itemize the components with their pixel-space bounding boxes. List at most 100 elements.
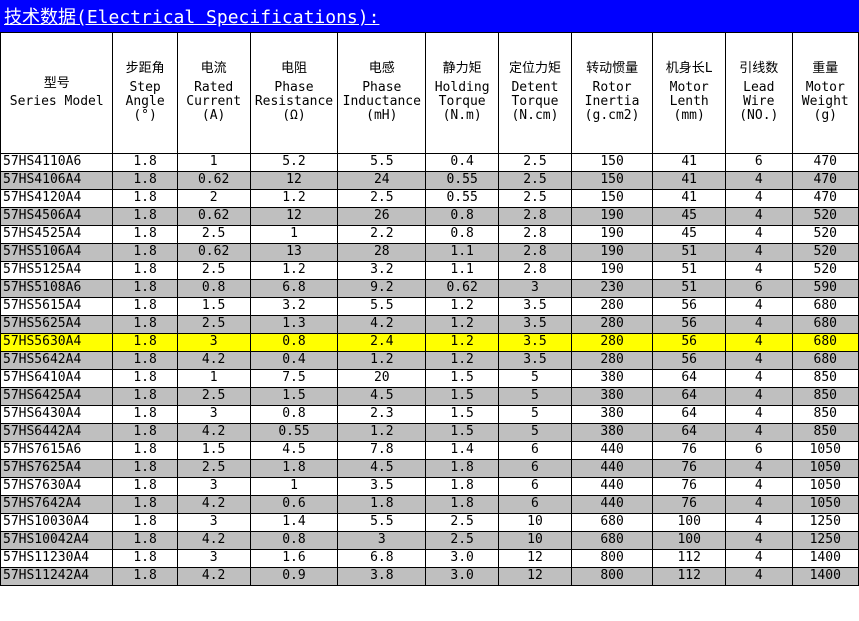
col-header-cn: 转动惯量 <box>574 62 650 76</box>
cell: 7.8 <box>338 442 426 460</box>
cell: 2.2 <box>338 226 426 244</box>
cell: 6.8 <box>250 280 338 298</box>
col-header-en: Phase Resistance (Ω) <box>253 81 336 124</box>
cell: 4.2 <box>177 532 250 550</box>
col-header-4: 电感Phase Inductance (mH) <box>338 33 426 154</box>
cell: 2.5 <box>426 514 499 532</box>
cell: 4 <box>726 460 792 478</box>
cell: 6 <box>499 496 572 514</box>
col-header-9: 引线数 Lead Wire (NO.) <box>726 33 792 154</box>
cell: 0.8 <box>177 280 250 298</box>
cell: 57HS7625A4 <box>1 460 113 478</box>
cell: 57HS4120A4 <box>1 190 113 208</box>
col-header-cn: 电感 <box>340 62 423 76</box>
cell: 150 <box>571 172 652 190</box>
cell: 57HS5630A4 <box>1 334 113 352</box>
cell: 1.8 <box>113 406 177 424</box>
table-row: 57HS5108A61.80.86.89.20.623230516590 <box>1 280 859 298</box>
cell: 3 <box>499 280 572 298</box>
cell: 1.5 <box>250 388 338 406</box>
cell: 41 <box>653 172 726 190</box>
cell: 64 <box>653 388 726 406</box>
cell: 57HS5615A4 <box>1 298 113 316</box>
cell: 1.2 <box>338 424 426 442</box>
table-body: 57HS4110A61.815.25.50.42.515041647057HS4… <box>1 154 859 586</box>
cell: 57HS5625A4 <box>1 316 113 334</box>
cell: 1 <box>250 226 338 244</box>
cell: 2.5 <box>177 316 250 334</box>
cell: 100 <box>653 532 726 550</box>
cell: 57HS4106A4 <box>1 172 113 190</box>
cell: 680 <box>792 298 858 316</box>
col-header-en: Lead Wire (NO.) <box>728 81 789 124</box>
table-row: 57HS5625A41.82.51.34.21.23.5280564680 <box>1 316 859 334</box>
cell: 4 <box>726 172 792 190</box>
cell: 3 <box>177 406 250 424</box>
spec-table: 型号Series Model步距角Step Angle (°)电流Rated C… <box>0 32 859 586</box>
col-header-en: Rotor Inertia (g.cm2) <box>574 81 650 124</box>
cell: 56 <box>653 316 726 334</box>
cell: 10 <box>499 532 572 550</box>
cell: 12 <box>250 208 338 226</box>
cell: 5 <box>499 424 572 442</box>
table-row: 57HS7625A41.82.51.84.51.864407641050 <box>1 460 859 478</box>
cell: 4 <box>726 370 792 388</box>
cell: 57HS5106A4 <box>1 244 113 262</box>
cell: 57HS11242A4 <box>1 568 113 586</box>
cell: 64 <box>653 370 726 388</box>
cell: 1.5 <box>177 298 250 316</box>
cell: 12 <box>499 568 572 586</box>
col-header-5: 静力矩Holding Torque (N.m) <box>426 33 499 154</box>
col-header-cn: 引线数 <box>728 62 789 76</box>
cell: 56 <box>653 334 726 352</box>
table-row: 57HS11242A41.84.20.93.83.01280011241400 <box>1 568 859 586</box>
cell: 57HS4525A4 <box>1 226 113 244</box>
cell: 4 <box>726 532 792 550</box>
cell: 45 <box>653 208 726 226</box>
cell: 520 <box>792 262 858 280</box>
table-header-row: 型号Series Model步距角Step Angle (°)电流Rated C… <box>1 33 859 154</box>
cell: 1.8 <box>426 478 499 496</box>
cell: 3.8 <box>338 568 426 586</box>
cell: 0.62 <box>177 172 250 190</box>
cell: 0.8 <box>426 208 499 226</box>
col-header-3: 电阻Phase Resistance (Ω) <box>250 33 338 154</box>
cell: 4 <box>726 226 792 244</box>
cell: 6 <box>726 442 792 460</box>
cell: 4 <box>726 262 792 280</box>
cell: 0.6 <box>250 496 338 514</box>
cell: 1.4 <box>426 442 499 460</box>
cell: 5.5 <box>338 154 426 172</box>
cell: 2.5 <box>177 388 250 406</box>
cell: 64 <box>653 424 726 442</box>
cell: 1.8 <box>113 478 177 496</box>
cell: 6 <box>726 280 792 298</box>
cell: 45 <box>653 226 726 244</box>
cell: 57HS6442A4 <box>1 424 113 442</box>
cell: 1.8 <box>113 352 177 370</box>
cell: 1250 <box>792 532 858 550</box>
cell: 190 <box>571 226 652 244</box>
cell: 112 <box>653 568 726 586</box>
table-row: 57HS10030A41.831.45.52.51068010041250 <box>1 514 859 532</box>
cell: 9.2 <box>338 280 426 298</box>
cell: 0.8 <box>250 406 338 424</box>
cell: 12 <box>250 172 338 190</box>
cell: 800 <box>571 550 652 568</box>
cell: 4 <box>726 352 792 370</box>
cell: 380 <box>571 388 652 406</box>
cell: 57HS10042A4 <box>1 532 113 550</box>
cell: 3.0 <box>426 568 499 586</box>
cell: 2.8 <box>499 244 572 262</box>
cell: 4.5 <box>338 388 426 406</box>
cell: 280 <box>571 298 652 316</box>
table-row: 57HS5106A41.80.6213281.12.8190514520 <box>1 244 859 262</box>
table-row: 57HS4106A41.80.6212240.552.5150414470 <box>1 172 859 190</box>
cell: 1.8 <box>338 496 426 514</box>
col-header-10: 重量Motor Weight (g) <box>792 33 858 154</box>
cell: 2.4 <box>338 334 426 352</box>
cell: 4 <box>726 478 792 496</box>
col-header-1: 步距角Step Angle (°) <box>113 33 177 154</box>
cell: 4 <box>726 406 792 424</box>
cell: 1.8 <box>113 226 177 244</box>
